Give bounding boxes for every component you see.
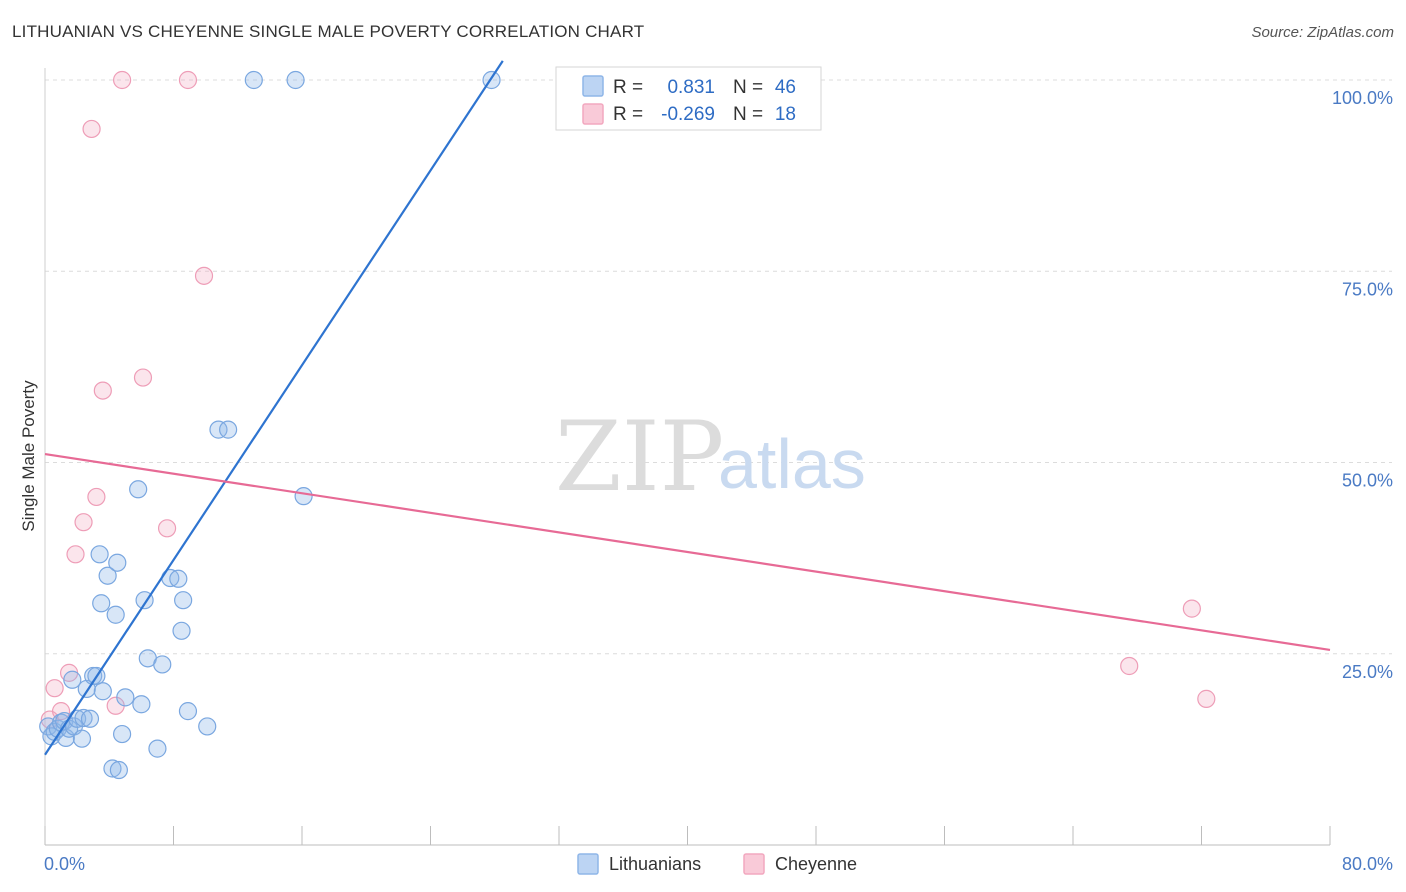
lithuanians-point-31 (148, 739, 167, 758)
lithuanians-point-26 (116, 688, 135, 707)
legend-r-value-2: -0.269 (661, 104, 715, 125)
legend-r-value-1: 0.831 (667, 77, 715, 98)
cheyenne-point-5 (74, 513, 93, 532)
legend-n-value-1: 46 (775, 77, 796, 98)
lithuanians-point-25 (112, 724, 132, 744)
lithuanians-point-38 (198, 717, 217, 736)
lithuanians-points (39, 70, 575, 780)
watermark-zip: ZIP (555, 401, 724, 513)
y-tick-labels: 100.0% 75.0% 50.0% 25.0% (1332, 88, 1393, 682)
lithuanians-point-42 (286, 70, 305, 90)
y-tick-label-3: 25.0% (1342, 662, 1393, 682)
cheyenne-point-7 (87, 487, 106, 507)
series-label-cheyenne: Cheyenne (775, 854, 857, 874)
y-tick-label-0: 100.0% (1332, 88, 1393, 108)
y-axis-label: Single Male Poverty (19, 380, 38, 532)
lithuanians-point-23 (108, 553, 127, 572)
lithuanians-point-22 (106, 605, 125, 624)
cheyenne-point-4 (66, 545, 85, 564)
cheyenne-point-15 (1120, 656, 1139, 676)
lithuanians-point-35 (172, 621, 191, 640)
lithuanians-point-32 (153, 655, 172, 674)
legend-r-label-2: R = (613, 104, 643, 125)
lithuanians-point-12 (74, 708, 93, 728)
lithuanians-point-43 (294, 487, 313, 506)
cheyenne-point-16 (1182, 599, 1201, 618)
stats-legend: R = 0.831 N = 46 R = -0.269 N = 18 (555, 66, 822, 131)
lithuanians-point-41 (244, 70, 263, 90)
legend-swatch-pink (582, 103, 604, 125)
axes (44, 68, 1331, 846)
lithuanians-point-20 (98, 566, 117, 585)
chart-title: LITHUANIAN VS CHEYENNE SINGLE MALE POVER… (12, 22, 645, 41)
x-tick-max: 80.0% (1342, 854, 1393, 874)
lithuanians-point-40 (219, 420, 238, 439)
y-tick-label-1: 75.0% (1342, 279, 1393, 299)
cheyenne-point-1 (45, 679, 64, 698)
lithuanians-point-19 (93, 682, 112, 701)
lithuanians-point-21 (103, 759, 122, 778)
grid-lines (45, 79, 1392, 655)
lithuanians-trend-line (44, 60, 504, 756)
lithuanians-point-27 (132, 695, 151, 714)
x-tick-min: 0.0% (44, 854, 85, 874)
lithuanians-point-30 (129, 480, 148, 499)
cheyenne-point-10 (112, 70, 132, 90)
lithuanians-point-37 (178, 702, 198, 721)
cheyenne-points (40, 70, 1216, 729)
trend-lines (44, 60, 1331, 756)
series-swatch-cheyenne (743, 853, 765, 875)
lithuanians-point-14 (80, 709, 100, 728)
source-label: Source: ZipAtlas.com (1251, 24, 1394, 41)
lithuanians-point-17 (90, 545, 109, 564)
lithuanians-point-39 (209, 420, 228, 439)
lithuanians-point-8 (63, 670, 82, 689)
legend-swatch-blue (582, 75, 604, 97)
series-label-lithuanians: Lithuanians (609, 854, 701, 874)
lithuanians-point-36 (174, 591, 193, 610)
cheyenne-point-12 (157, 519, 177, 538)
cheyenne-point-17 (1197, 689, 1216, 708)
cheyenne-point-13 (178, 70, 198, 90)
lithuanians-point-18 (92, 594, 111, 613)
legend-n-label-1: N = (733, 77, 763, 98)
cheyenne-point-6 (82, 119, 101, 139)
legend-r-label-1: R = (613, 77, 643, 98)
lithuanians-point-24 (109, 760, 128, 780)
series-legend: Lithuanians Cheyenne (577, 853, 857, 875)
cheyenne-point-8 (93, 381, 112, 400)
cheyenne-point-14 (194, 266, 214, 285)
legend-n-label-2: N = (733, 104, 763, 125)
legend-n-value-2: 18 (775, 104, 796, 125)
lithuanians-point-34 (169, 569, 188, 588)
y-tick-label-2: 50.0% (1342, 471, 1393, 491)
cheyenne-trend-line (44, 452, 1331, 652)
series-swatch-lithuanians (577, 853, 599, 875)
cheyenne-point-11 (133, 368, 153, 387)
watermark-atlas: atlas (718, 425, 866, 503)
lithuanians-point-11 (72, 729, 92, 748)
